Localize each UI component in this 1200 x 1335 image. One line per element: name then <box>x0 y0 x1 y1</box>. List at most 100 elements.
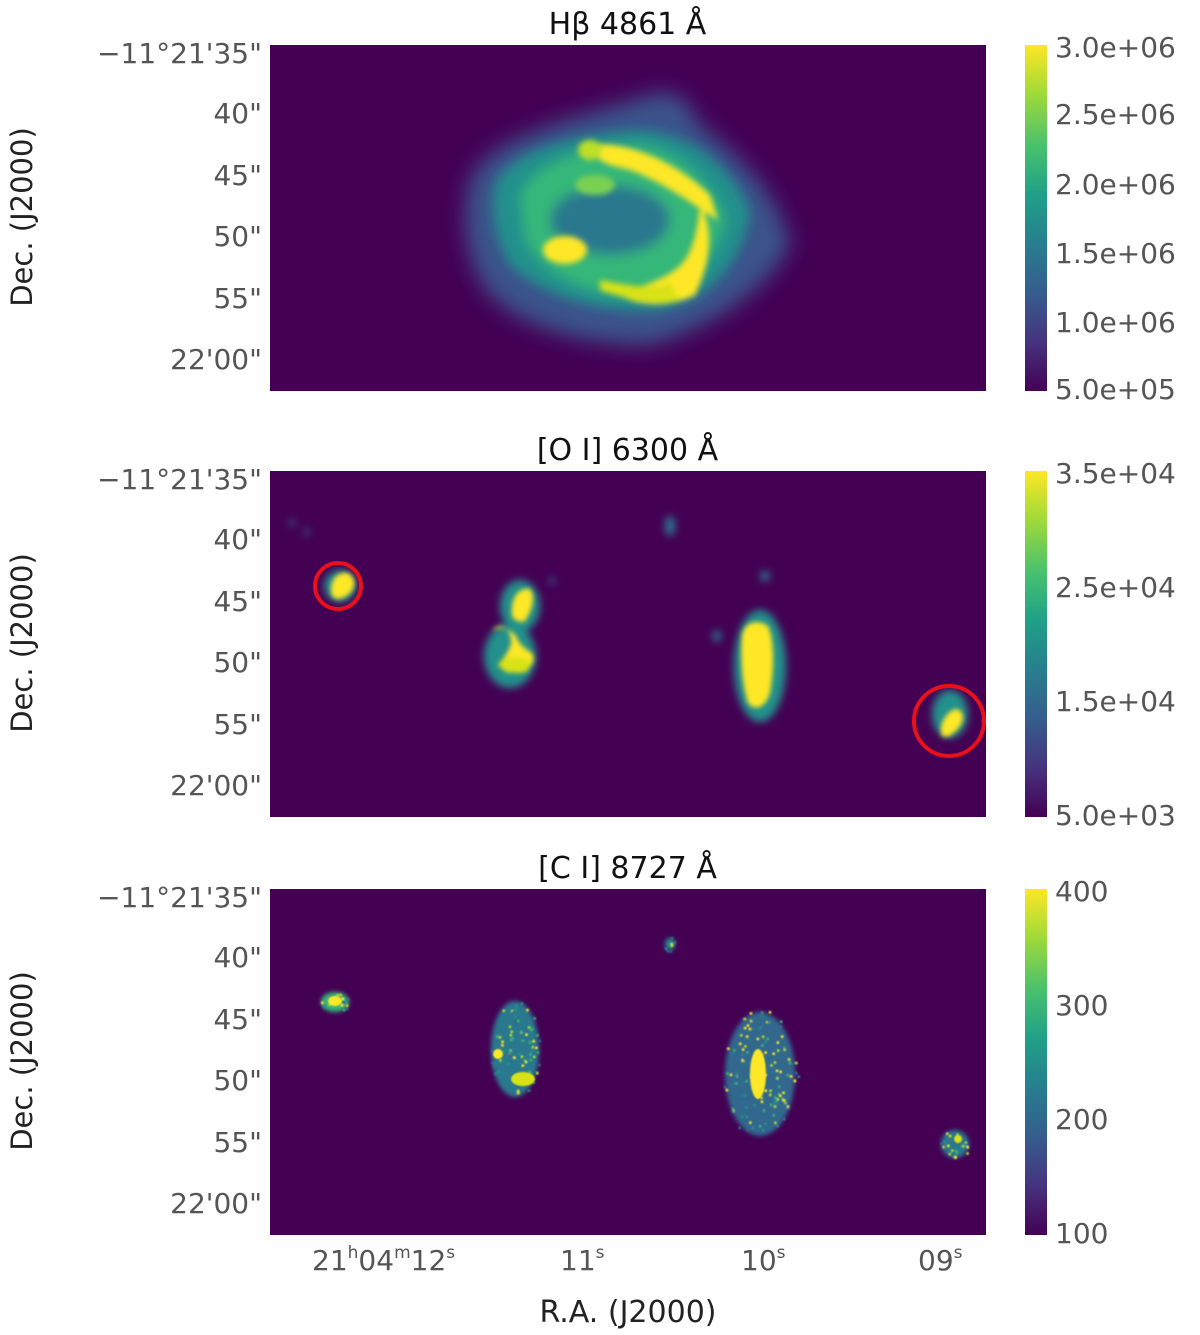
ci-speckle <box>964 1141 968 1145</box>
ci-speckle <box>514 1020 517 1023</box>
ci-speckle <box>769 1103 773 1107</box>
ci-speckle <box>506 1062 510 1066</box>
ci-speckle <box>751 1126 755 1130</box>
y-tick: 45" <box>213 585 262 618</box>
ci-speckle <box>759 1125 762 1128</box>
ci-speckle <box>782 1099 785 1102</box>
ci-speckle <box>511 1037 514 1040</box>
ci-speckle <box>670 942 674 946</box>
ci-speckle <box>966 1146 969 1149</box>
ci-speckle <box>795 1072 798 1075</box>
ci-speckle <box>779 1025 782 1029</box>
ci-speckle <box>536 1072 539 1075</box>
ci-speckle <box>760 1110 763 1113</box>
ci-speckle <box>954 1156 957 1159</box>
ci-speckle <box>510 1030 513 1034</box>
ci-speckle <box>748 1027 752 1031</box>
ci-speckle <box>506 1052 509 1055</box>
ci-speckle <box>741 1081 744 1084</box>
ci-speckle <box>514 1015 517 1018</box>
ci-speckle <box>762 1016 766 1019</box>
ci-speckle <box>739 1042 742 1046</box>
ci-speckle <box>346 998 350 1001</box>
x-tick: 11s <box>560 1243 605 1277</box>
ci-speckle <box>748 1061 751 1065</box>
ci-speckle <box>775 1069 779 1073</box>
ci-speckle <box>514 1009 518 1012</box>
colorbar <box>1025 45 1047 391</box>
ci-speckle <box>729 1073 733 1077</box>
ci-speckle <box>774 1096 777 1099</box>
oi-image <box>270 471 986 817</box>
ci-speckle <box>740 1034 743 1037</box>
ci-speckle <box>762 1129 765 1132</box>
ci-speckle <box>955 1151 959 1154</box>
ci-speckle <box>518 1052 521 1056</box>
ci-speckle <box>767 1020 771 1024</box>
ci-speckle <box>531 1027 534 1031</box>
ci-speckle <box>743 1026 747 1030</box>
ci-speckle <box>745 1080 748 1083</box>
ci-speckle <box>502 1029 505 1033</box>
ci-speckle <box>753 1103 756 1107</box>
ci-speckle <box>521 1039 525 1042</box>
ci-speckle <box>529 1058 532 1062</box>
ci-speckle <box>762 1109 766 1112</box>
ci-speckle <box>664 947 668 950</box>
ci-speckle <box>774 1101 778 1104</box>
ci-speckle <box>521 1064 525 1067</box>
ci-speckle <box>766 1069 769 1072</box>
ci-speckle <box>343 1001 346 1004</box>
ci-speckle <box>779 1062 783 1066</box>
ci-speckle <box>788 1061 792 1065</box>
ci-speckle <box>756 1037 760 1041</box>
ci-speckle <box>727 1047 730 1050</box>
ci-speckle <box>531 1046 535 1049</box>
ci-speckle <box>508 1025 512 1029</box>
ci-speckle <box>780 1035 784 1038</box>
ci-speckle <box>499 1059 502 1062</box>
ci-speckle <box>760 1012 763 1015</box>
ci-speckle <box>785 1103 788 1106</box>
ci-speckle <box>949 1135 952 1138</box>
ci-speckle <box>959 1141 962 1144</box>
ci-speckle <box>726 1072 729 1075</box>
y-tick: 50" <box>213 220 262 253</box>
ci-speckle <box>538 1064 541 1067</box>
ci-speckle <box>761 1044 764 1047</box>
ci-speckle <box>952 1155 955 1158</box>
ci-speckle <box>526 1008 529 1012</box>
ci-speckle <box>775 1098 778 1102</box>
y-tick: 55" <box>213 282 262 315</box>
ci-speckle <box>760 1014 763 1018</box>
y-axis-label: Dec. (J2000) <box>5 553 39 733</box>
ci-speckle <box>525 1033 528 1036</box>
panel-oi: [O I] 6300 Å <box>0 433 1200 896</box>
ci-speckle <box>783 1045 786 1049</box>
ci-speckle <box>793 1079 797 1082</box>
ci-speckle <box>795 1061 798 1065</box>
panel-title: [C I] 8727 Å <box>538 851 717 886</box>
ci-speckle <box>673 940 677 944</box>
ci-speckle <box>723 1085 727 1089</box>
ci-speckle <box>725 1088 729 1092</box>
ci-speckle <box>731 1107 735 1111</box>
y-tick: 22'00" <box>170 1187 262 1220</box>
ci-speckle <box>760 1105 763 1109</box>
ci-speckle <box>782 1091 785 1095</box>
panel-title: Hβ 4861 Å <box>548 7 707 42</box>
ci-speckle <box>515 1004 518 1008</box>
ci-speckle <box>740 1055 744 1059</box>
ci-speckle <box>749 1012 753 1015</box>
y-tick: −11°21'35" <box>97 463 262 496</box>
ci-speckle <box>503 1063 507 1066</box>
panel-hbeta: Hβ 4861 Å <box>0 7 1200 470</box>
ci-speckle <box>773 1061 777 1064</box>
ci-speckle <box>769 1089 772 1093</box>
ci-speckle <box>517 1091 520 1095</box>
ci-speckle <box>511 1011 515 1014</box>
ci-speckle <box>764 1040 767 1043</box>
y-tick: 55" <box>213 1126 262 1159</box>
ci-speckle <box>966 1152 969 1155</box>
ci-speckle <box>741 1059 744 1062</box>
